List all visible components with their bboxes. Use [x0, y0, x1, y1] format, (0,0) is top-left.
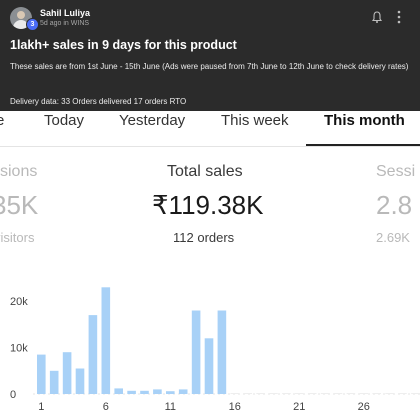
chart-x-axis: 1 6 11 16 21 26: [38, 401, 370, 413]
post-in-word: in: [63, 20, 69, 27]
chart-bar-day-1[interactable]: [37, 354, 46, 394]
tab-this-month[interactable]: This month: [324, 112, 405, 129]
x-tick-label: 21: [293, 401, 305, 413]
chart-bar-day-16[interactable]: [230, 393, 240, 394]
chart-bar-day-30[interactable]: [411, 393, 420, 394]
chart-bar-day-22[interactable]: [307, 393, 317, 394]
sessions-value-right: 2.8: [376, 190, 413, 220]
tab-yesterday[interactable]: Yesterday: [119, 112, 186, 129]
chart-bar-day-14[interactable]: [204, 338, 214, 394]
tab-partial[interactable]: e: [0, 112, 5, 129]
chart-bars: [37, 287, 420, 394]
total-sales-label: Total sales: [167, 163, 243, 180]
post-time: 5d ago: [40, 20, 62, 27]
delivery-data: Delivery data: 33 Orders delivered 17 or…: [10, 97, 187, 106]
x-tick-label: 11: [165, 401, 176, 413]
author-name[interactable]: Sahil Luliya: [40, 8, 91, 18]
y-tick-label: 20k: [10, 296, 28, 308]
chart-bar-day-26[interactable]: [359, 393, 369, 394]
chart-bar-day-12[interactable]: [178, 389, 188, 394]
y-tick-label: 0: [10, 389, 16, 401]
chart-bar-day-17[interactable]: [243, 393, 252, 394]
chart-bar-day-3[interactable]: [62, 352, 72, 394]
tabs-divider: [0, 146, 420, 147]
x-tick-label: 26: [358, 401, 370, 413]
x-tick-label: 6: [103, 401, 109, 413]
tab-today[interactable]: Today: [44, 112, 85, 129]
chart-bar-day-20[interactable]: [282, 393, 291, 394]
chart-bar-day-6[interactable]: [101, 287, 111, 394]
tab-this-week[interactable]: This week: [221, 112, 289, 129]
total-sales-value: ₹119.38K: [152, 190, 264, 220]
x-tick-label: 16: [229, 401, 241, 413]
sessions-label-right: Sessi: [376, 163, 416, 180]
chart-bar-day-5[interactable]: [88, 315, 98, 394]
chart-bar-day-19[interactable]: [269, 393, 278, 394]
more-options-icon[interactable]: [396, 9, 402, 25]
sessions-label: ssions: [0, 163, 38, 180]
active-tab-indicator: [306, 144, 420, 146]
chart-bar-day-29[interactable]: [398, 393, 407, 394]
chart-bar-day-15[interactable]: [217, 310, 227, 395]
bell-icon[interactable]: [370, 10, 384, 24]
chart-bar-day-28[interactable]: [385, 393, 394, 394]
chart-bar-day-9[interactable]: [140, 390, 149, 394]
sessions-value: 35K: [0, 190, 39, 220]
chart-bar-day-25[interactable]: [346, 393, 356, 394]
chart-y-axis: 0 10k 20k: [10, 296, 28, 401]
orders-count: 112 orders: [173, 230, 235, 245]
chart-bar-day-10[interactable]: [153, 389, 162, 394]
y-tick-label: 10k: [10, 343, 28, 355]
group-name[interactable]: WINS: [70, 20, 90, 27]
visitors-value-right: 2.69K: [376, 230, 410, 245]
visitors-label: visitors: [0, 230, 35, 245]
chart-bar-day-23[interactable]: [320, 393, 330, 394]
chart-bar-day-27[interactable]: [372, 393, 381, 394]
rank-badge: 3: [26, 18, 39, 31]
post-card: 3 Sahil Luliya 5d ago in WINS 1lakh+ sal…: [0, 0, 420, 111]
chart-bar-day-21[interactable]: [295, 393, 304, 394]
chart-bar-day-2[interactable]: [49, 370, 59, 394]
x-tick-label: 1: [38, 401, 44, 413]
chart-bar-day-8[interactable]: [127, 390, 136, 394]
date-range-tabs: e Today Yesterday This week This month: [0, 111, 420, 147]
post-title: 1lakh+ sales in 9 days for this product: [10, 38, 237, 52]
chart-bar-day-24[interactable]: [333, 393, 343, 394]
chart-bar-day-18[interactable]: [256, 393, 265, 394]
chart-bar-day-7[interactable]: [114, 388, 123, 394]
chart-bar-day-4[interactable]: [75, 368, 85, 395]
post-meta: 5d ago in WINS: [40, 20, 89, 27]
chart-bar-day-11[interactable]: [166, 391, 175, 394]
chart-bar-day-13[interactable]: [191, 310, 201, 395]
post-body: These sales are from 1st June - 15th Jun…: [10, 62, 409, 71]
